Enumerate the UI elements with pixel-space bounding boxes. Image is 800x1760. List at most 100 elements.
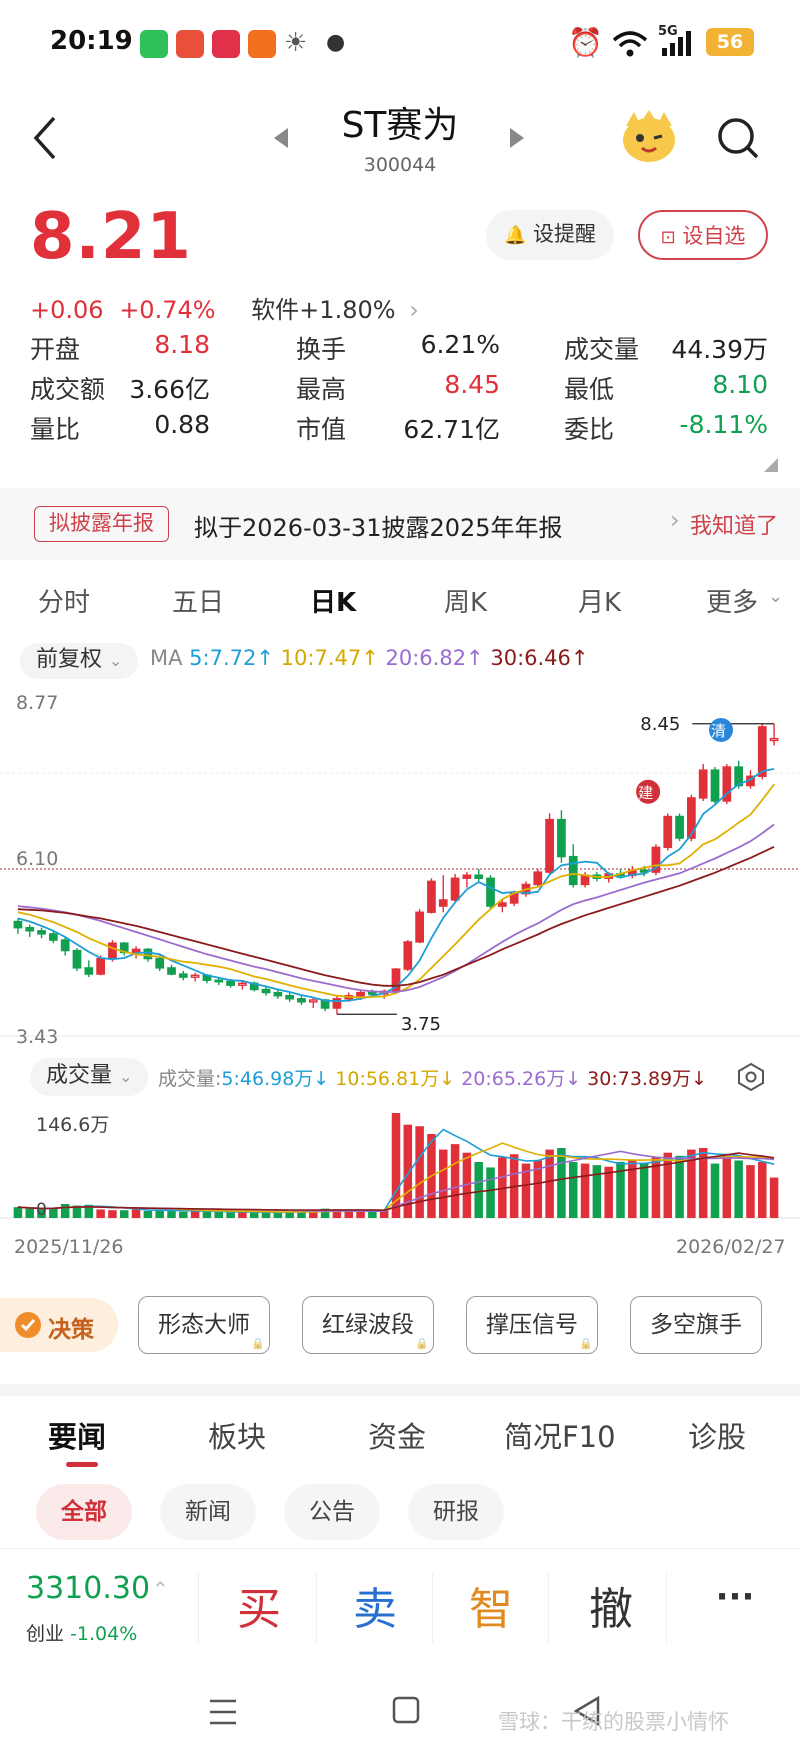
wifi-icon xyxy=(612,31,648,57)
tool-label: 形态大师 xyxy=(158,1312,250,1338)
volume-bar xyxy=(687,1149,696,1218)
sell-signal-badge[interactable]: 清 xyxy=(709,717,734,742)
volume-bar xyxy=(60,1204,70,1218)
sell-button[interactable]: 卖 xyxy=(353,1584,397,1635)
next-stock-icon[interactable] xyxy=(508,126,526,150)
volume-bar xyxy=(13,1207,23,1218)
news-tab-2[interactable]: 资金 xyxy=(368,1420,427,1454)
tab-1[interactable]: 五日 xyxy=(172,588,225,618)
tab-3[interactable]: 周K xyxy=(444,588,488,618)
lock-icon: 🔒 xyxy=(579,1337,593,1350)
candle xyxy=(769,723,779,746)
news-subtab-0[interactable]: 全部 xyxy=(36,1484,132,1540)
set-alert-button[interactable]: 🔔 设提醒 xyxy=(486,210,614,260)
volume-bar xyxy=(580,1163,590,1218)
news-tab-1[interactable]: 板块 xyxy=(208,1420,267,1454)
back-arrow-icon[interactable] xyxy=(32,116,58,160)
volume-bar xyxy=(675,1155,684,1218)
index-change-line: 创业 -1.04% xyxy=(26,1619,137,1646)
volume-bar xyxy=(498,1157,507,1218)
tool-button-0[interactable]: 形态大师 🔒 xyxy=(138,1296,270,1354)
smart-button[interactable]: 智 xyxy=(469,1584,513,1635)
cancel-order-button[interactable]: 撤 xyxy=(589,1584,633,1635)
tab-2[interactable]: 日K xyxy=(310,588,357,618)
price-change: +0.06 xyxy=(30,296,104,324)
mascot-icon[interactable] xyxy=(620,108,678,164)
volume-bar xyxy=(462,1152,472,1218)
stat-value: 8.45 xyxy=(444,370,500,399)
back-icon[interactable] xyxy=(574,1696,600,1726)
index-change: -1.04% xyxy=(70,1623,138,1645)
news-tab-4[interactable]: 诊股 xyxy=(688,1420,747,1454)
search-icon[interactable] xyxy=(716,116,760,160)
candle xyxy=(297,995,306,1005)
news-subtab-1[interactable]: 新闻 xyxy=(160,1484,256,1540)
volume-bar xyxy=(616,1162,625,1218)
active-tab-indicator xyxy=(66,1462,98,1467)
candle xyxy=(450,873,460,903)
network-type: 5G xyxy=(658,24,678,39)
dismiss-notice-button[interactable]: 我知道了 xyxy=(690,514,779,539)
volume-bar xyxy=(261,1212,271,1218)
expand-corner-icon[interactable] xyxy=(764,458,778,472)
adjust-dropdown[interactable]: 前复权 ⌄ xyxy=(20,643,138,679)
chevron-up-icon[interactable]: ⌃ xyxy=(152,1577,169,1601)
stat-label: 成交量 xyxy=(564,335,640,364)
tab-4[interactable]: 月K xyxy=(578,588,622,618)
volume-bar xyxy=(710,1163,720,1218)
tool-button-3[interactable]: 多空旗手 xyxy=(630,1296,762,1354)
volume-bar xyxy=(651,1157,661,1218)
volume-label: 成交量 xyxy=(46,1063,113,1088)
buy-signal-badge[interactable]: 建 xyxy=(636,779,661,804)
news-tab-0[interactable]: 要闻 xyxy=(48,1420,107,1454)
news-subtab-2[interactable]: 公告 xyxy=(284,1484,380,1540)
stat-value: 0.88 xyxy=(154,410,210,439)
more-actions-button[interactable]: ··· xyxy=(715,1577,755,1617)
tool-button-1[interactable]: 红绿波段 🔒 xyxy=(302,1296,434,1354)
volume-indicator-dropdown[interactable]: 成交量 ⌄ xyxy=(30,1058,148,1096)
news-tab-3[interactable]: 简况F10 xyxy=(504,1420,616,1454)
stat-label: 最低 xyxy=(564,375,615,404)
tab-0[interactable]: 分时 xyxy=(38,588,91,618)
volume-bar xyxy=(663,1152,673,1218)
candle xyxy=(698,763,708,802)
decision-badge[interactable]: 决策 xyxy=(0,1298,118,1352)
volume-bar xyxy=(190,1211,200,1218)
ma5-value: 5:7.72↑ xyxy=(189,646,274,670)
volume-bar xyxy=(320,1208,330,1218)
system-nav-bar: 雪球：干练的股票小情怀 xyxy=(0,1668,800,1760)
decision-label: 决策 xyxy=(48,1317,94,1343)
stat-label: 开盘 xyxy=(30,335,81,364)
volume-bar xyxy=(698,1148,708,1218)
buy-button[interactable]: 买 xyxy=(237,1584,281,1635)
volume-bar xyxy=(25,1208,34,1218)
menu-icon[interactable] xyxy=(208,1698,238,1726)
add-watchlist-button[interactable]: ⊡ 设自选 xyxy=(638,210,768,260)
low-marker-label: 3.75 xyxy=(401,1014,441,1035)
settings-hexagon-icon[interactable] xyxy=(736,1062,766,1092)
ma20-value: 20:6.82↑ xyxy=(385,646,484,670)
volume-bar xyxy=(297,1211,306,1218)
stat-value: -8.11% xyxy=(679,410,768,439)
tab-5[interactable]: 更多 xyxy=(706,588,759,618)
candle xyxy=(308,997,318,1009)
volume-bar xyxy=(273,1212,283,1218)
stock-header: ST赛为 300044 xyxy=(0,88,800,188)
app-notification-icon xyxy=(176,30,204,58)
volume-bar xyxy=(746,1165,755,1218)
volume-bar xyxy=(249,1212,259,1218)
kline-chart[interactable]: 8.45 3.75 建 清 xyxy=(0,690,800,1050)
candle xyxy=(155,955,165,971)
candle xyxy=(627,865,637,879)
tool-button-2[interactable]: 撑压信号 🔒 xyxy=(466,1296,598,1354)
index-value[interactable]: 3310.30 xyxy=(26,1571,151,1606)
previous-stock-icon[interactable] xyxy=(272,126,290,150)
chevron-right-icon[interactable]: › xyxy=(409,296,419,324)
volume-chart[interactable] xyxy=(0,1100,800,1224)
sector-change[interactable]: 软件+1.80% xyxy=(251,296,396,324)
news-subtab-3[interactable]: 研报 xyxy=(408,1484,504,1540)
home-icon[interactable] xyxy=(392,1696,420,1724)
stock-code: 300044 xyxy=(363,154,437,176)
stat-label: 委比 xyxy=(564,415,615,444)
lock-icon: 🔒 xyxy=(415,1337,429,1350)
